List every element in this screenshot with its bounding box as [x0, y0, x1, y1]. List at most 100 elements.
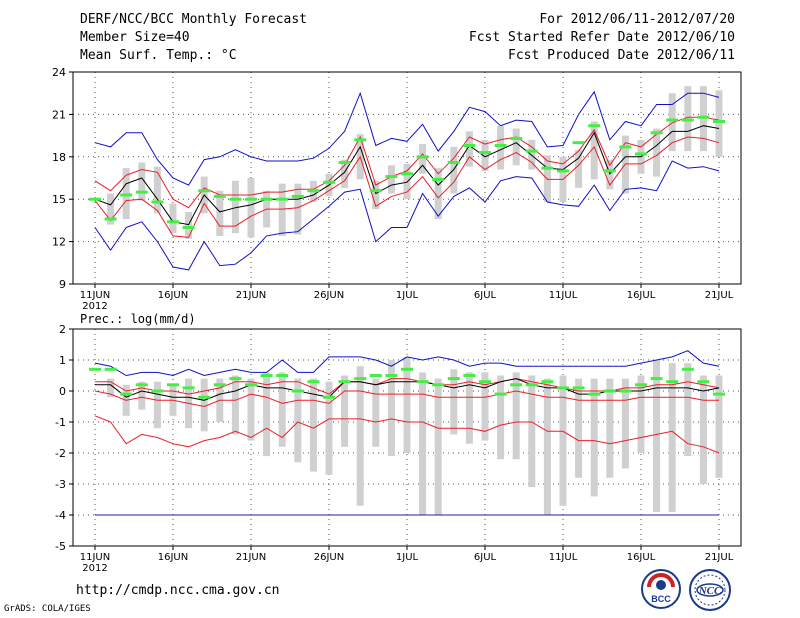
temperature-marker	[167, 220, 179, 224]
precipitation-marker	[557, 386, 569, 390]
precipitation-marker	[510, 383, 523, 387]
temperature-ytick-label: 21	[52, 108, 66, 121]
precipitation-marker	[572, 386, 585, 390]
precipitation-xtick-label: 11JUL	[549, 552, 578, 563]
precipitation-xtick-label: 16JUN	[158, 552, 188, 563]
ncc-logo: NCC	[688, 568, 732, 612]
precipitation-spread-box	[341, 375, 349, 447]
temperature-mean-line	[94, 125, 720, 226]
precipitation-marker	[276, 374, 289, 377]
temperature-marker	[525, 149, 538, 153]
precipitation-label: Prec.: log(mm/d)	[80, 312, 196, 326]
precipitation-spread-box	[434, 378, 442, 515]
temperature-marker	[697, 115, 710, 119]
temperature-ytick-label: 24	[52, 66, 66, 79]
precipitation-spread-box	[419, 372, 427, 515]
ncc-logo-icon: NCC	[689, 569, 731, 611]
precipitation-marker	[432, 383, 445, 387]
temperature-marker	[681, 118, 694, 122]
precipitation-spread-box	[543, 378, 551, 515]
precipitation-spread-box	[684, 363, 692, 457]
precipitation-spread-box	[153, 381, 161, 429]
precipitation-spread-box	[559, 375, 567, 506]
precipitation-marker	[385, 374, 398, 377]
temperature-marker	[713, 119, 725, 123]
precipitation-xtick-label: 21JUL	[705, 552, 734, 563]
temperature-spread-box	[138, 162, 146, 201]
temperature-xtick-label: 21JUL	[705, 290, 734, 301]
temperature-marker	[135, 190, 148, 194]
precipitation-ytick-label: 0	[59, 385, 66, 398]
temperature-upper-line	[94, 116, 720, 209]
temperature-marker	[494, 143, 507, 147]
bcc-logo-icon: BCC	[641, 569, 681, 609]
temperature-marker	[588, 124, 601, 128]
temperature-xtick-label: 16JUN	[158, 290, 188, 301]
precipitation-ytick-label: 2	[59, 323, 66, 336]
precipitation-spread-box	[138, 381, 146, 410]
precipitation-spread-box	[590, 378, 598, 497]
temperature-spread-box	[231, 180, 239, 234]
temperature-marker	[198, 189, 211, 193]
temperature-spread-box	[372, 180, 380, 210]
temperature-max-line	[94, 90, 720, 186]
precipitation-xtick-label: 6JUL	[474, 552, 497, 563]
precipitation-ytick-label: -4	[55, 509, 66, 522]
precipitation-marker	[463, 374, 476, 377]
precipitation-min-line	[94, 415, 720, 454]
temperature-xtick-label: 26JUN	[314, 290, 344, 301]
temperature-marker	[541, 166, 554, 170]
precipitation-marker	[525, 383, 538, 387]
temperature-spread-box	[278, 183, 286, 236]
temperature-spread-box	[107, 193, 115, 225]
precipitation-spread-box	[653, 360, 661, 512]
precipitation-spread-box	[403, 356, 411, 453]
temperature-spread-box	[465, 131, 473, 167]
precipitation-marker	[666, 380, 679, 384]
temperature-marker	[557, 169, 569, 173]
precipitation-spread-box	[668, 363, 676, 512]
precipitation-panel: -5 -4 -3 -2 -1 0 1 2 11JUN 16JUN 21JUN 26JUN 1JUL 6JU…	[55, 312, 742, 574]
temperature-spread-box	[216, 190, 224, 236]
chart-title: DERF/NCC/BCC Monthly Forecast	[80, 12, 307, 27]
precipitation-marker	[151, 389, 164, 393]
temperature-spread-box	[481, 139, 489, 171]
temperature-marker	[666, 118, 679, 122]
precipitation-xtick-label: 1JUL	[396, 552, 419, 563]
temperature-spread-box	[450, 146, 458, 194]
temperature-marker	[338, 160, 351, 164]
precipitation-spread-box	[356, 366, 364, 506]
temperature-panel: 9 12 15 18 21 24 11JUN 16JUN 21JUN 26JUN 1JUL 6JUL 1…	[52, 66, 742, 312]
precipitation-marker	[135, 383, 148, 387]
precipitation-marker	[681, 367, 694, 371]
temperature-marker	[510, 136, 523, 140]
precipitation-marker	[697, 380, 710, 384]
precipitation-xtick-label: 16JUL	[627, 552, 656, 563]
precipitation-marker	[198, 395, 211, 399]
forecast-period: For 2012/06/11-2012/07/20	[539, 12, 735, 27]
bcc-logo: BCC	[640, 568, 682, 610]
precipitation-spread-box	[497, 375, 505, 460]
temperature-marker	[572, 141, 585, 145]
precipitation-spread-box	[465, 372, 473, 444]
precipitation-spread-box	[481, 372, 489, 441]
temperature-spread-box	[653, 128, 661, 177]
temperature-marker	[479, 151, 491, 155]
precipitation-marker	[338, 380, 351, 384]
precipitation-spread-box	[200, 378, 208, 432]
temperature-spread-box	[528, 139, 536, 170]
precipitation-spread-box	[231, 375, 239, 435]
precipitation-marker	[619, 389, 632, 393]
precipitation-marker	[167, 383, 179, 387]
precipitation-marker	[713, 392, 725, 396]
precipitation-marker	[89, 367, 101, 371]
temperature-xtick-label: 16JUL	[627, 290, 656, 301]
temperature-marker	[120, 193, 133, 197]
precipitation-ytick-label: -3	[55, 478, 66, 491]
precipitation-spread-box	[715, 375, 723, 478]
temperature-ytick-label: 9	[59, 278, 66, 291]
temperature-spread-box	[715, 90, 723, 157]
temperature-marker	[104, 217, 117, 221]
precipitation-max-line	[94, 350, 720, 377]
temperature-marker	[276, 197, 289, 201]
